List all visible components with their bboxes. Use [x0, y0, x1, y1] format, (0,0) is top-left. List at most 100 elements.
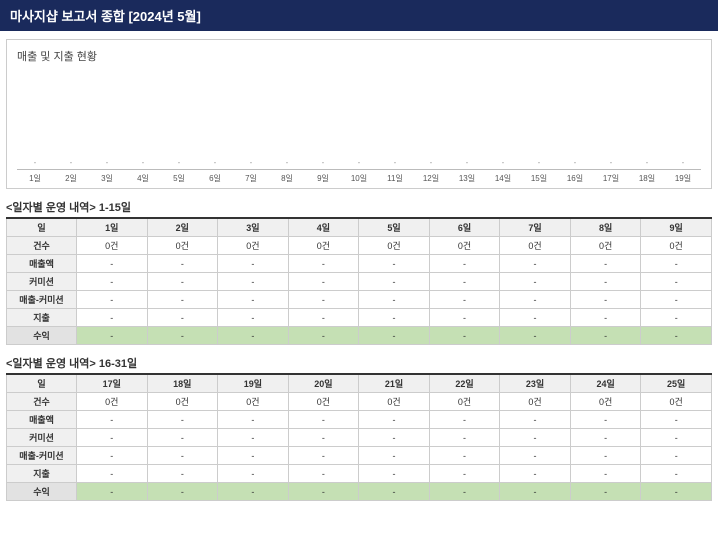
cell: -: [429, 291, 500, 309]
table-row: 건수0건0건0건0건0건0건0건0건0건: [7, 393, 712, 411]
chart-x-label: 11일: [377, 170, 413, 184]
col-header: 2일: [147, 218, 218, 237]
table-row: 지출---------: [7, 465, 712, 483]
chart-x-label: 7일: [233, 170, 269, 184]
cell: 0건: [288, 393, 359, 411]
chart-value: -: [665, 158, 701, 167]
cell: -: [77, 255, 148, 273]
cell: -: [288, 483, 359, 501]
col-header: 19일: [218, 374, 289, 393]
cell: -: [147, 327, 218, 345]
cell: -: [500, 429, 571, 447]
col-header: 23일: [500, 374, 571, 393]
cell: -: [500, 465, 571, 483]
table-row: 매출액---------: [7, 255, 712, 273]
chart-value: -: [629, 158, 665, 167]
cell: -: [570, 327, 641, 345]
cell: -: [641, 483, 712, 501]
table-row: 매출액---------: [7, 411, 712, 429]
cell: -: [359, 327, 430, 345]
chart-x-label: 5일: [161, 170, 197, 184]
chart-x-label: 1일: [17, 170, 53, 184]
chart-title: 매출 및 지출 현황: [17, 48, 701, 64]
chart-x-label: 13일: [449, 170, 485, 184]
col-header: 25일: [641, 374, 712, 393]
chart-x-label: 10일: [341, 170, 377, 184]
cell: -: [288, 327, 359, 345]
cell: -: [288, 291, 359, 309]
table-row: 매출-커미션---------: [7, 291, 712, 309]
chart-value: -: [233, 158, 269, 167]
report-title: 마사지샵 보고서 종합 [2024년 5월]: [10, 9, 201, 24]
cell: -: [218, 411, 289, 429]
chart-value: -: [89, 158, 125, 167]
cell: 0건: [77, 393, 148, 411]
cell: -: [429, 273, 500, 291]
row-sales-header: 매출액: [7, 255, 77, 273]
chart-value: -: [197, 158, 233, 167]
chart-value: -: [413, 158, 449, 167]
cell: -: [570, 309, 641, 327]
cell: -: [77, 429, 148, 447]
cell: -: [359, 447, 430, 465]
chart-x-axis: ------------------- 1일2일3일4일5일6일7일8일9일10…: [17, 158, 701, 184]
cell: 0건: [147, 237, 218, 255]
cell: 0건: [359, 237, 430, 255]
cell: -: [147, 255, 218, 273]
chart-value: -: [53, 158, 89, 167]
cell: -: [147, 429, 218, 447]
row-commission-header: 커미션: [7, 429, 77, 447]
table-row: 건수0건0건0건0건0건0건0건0건0건: [7, 237, 712, 255]
row-profit-header: 수익: [7, 327, 77, 345]
col-header: 17일: [77, 374, 148, 393]
cell: -: [641, 429, 712, 447]
chart-x-label: 17일: [593, 170, 629, 184]
chart-x-label: 15일: [521, 170, 557, 184]
row-profit-header: 수익: [7, 483, 77, 501]
daily-table-1: 일1일2일3일4일5일6일7일8일9일 건수0건0건0건0건0건0건0건0건0건…: [6, 217, 712, 345]
cell: 0건: [147, 393, 218, 411]
cell: -: [218, 483, 289, 501]
cell: -: [359, 411, 430, 429]
cell: -: [641, 309, 712, 327]
table-row: 지출---------: [7, 309, 712, 327]
cell: -: [359, 309, 430, 327]
cell: -: [500, 411, 571, 429]
chart-x-label: 19일: [665, 170, 701, 184]
cell: -: [77, 273, 148, 291]
cell: -: [570, 483, 641, 501]
cell: -: [77, 291, 148, 309]
cell: -: [570, 273, 641, 291]
cell: 0건: [218, 237, 289, 255]
cell: -: [147, 447, 218, 465]
cell: -: [429, 309, 500, 327]
row-expense-header: 지출: [7, 465, 77, 483]
cell: -: [147, 411, 218, 429]
cell: -: [218, 273, 289, 291]
cell: -: [288, 465, 359, 483]
chart-value: -: [341, 158, 377, 167]
chart-value: -: [161, 158, 197, 167]
cell: -: [147, 309, 218, 327]
cell: -: [288, 447, 359, 465]
cell: -: [570, 411, 641, 429]
cell: 0건: [570, 237, 641, 255]
chart-x-label: 8일: [269, 170, 305, 184]
cell: -: [429, 255, 500, 273]
cell: 0건: [500, 393, 571, 411]
cell: -: [570, 255, 641, 273]
section-title-1: <일자별 운영 내역> 1-15일: [6, 199, 712, 215]
chart-value: -: [17, 158, 53, 167]
cell: 0건: [429, 393, 500, 411]
chart-value: -: [377, 158, 413, 167]
row-sales-header: 매출액: [7, 411, 77, 429]
chart-x-label: 2일: [53, 170, 89, 184]
cell: -: [500, 447, 571, 465]
cell: -: [77, 483, 148, 501]
chart-value: -: [449, 158, 485, 167]
chart-value: -: [557, 158, 593, 167]
cell: 0건: [359, 393, 430, 411]
cell: -: [288, 273, 359, 291]
cell: -: [218, 447, 289, 465]
chart-x-label: 4일: [125, 170, 161, 184]
